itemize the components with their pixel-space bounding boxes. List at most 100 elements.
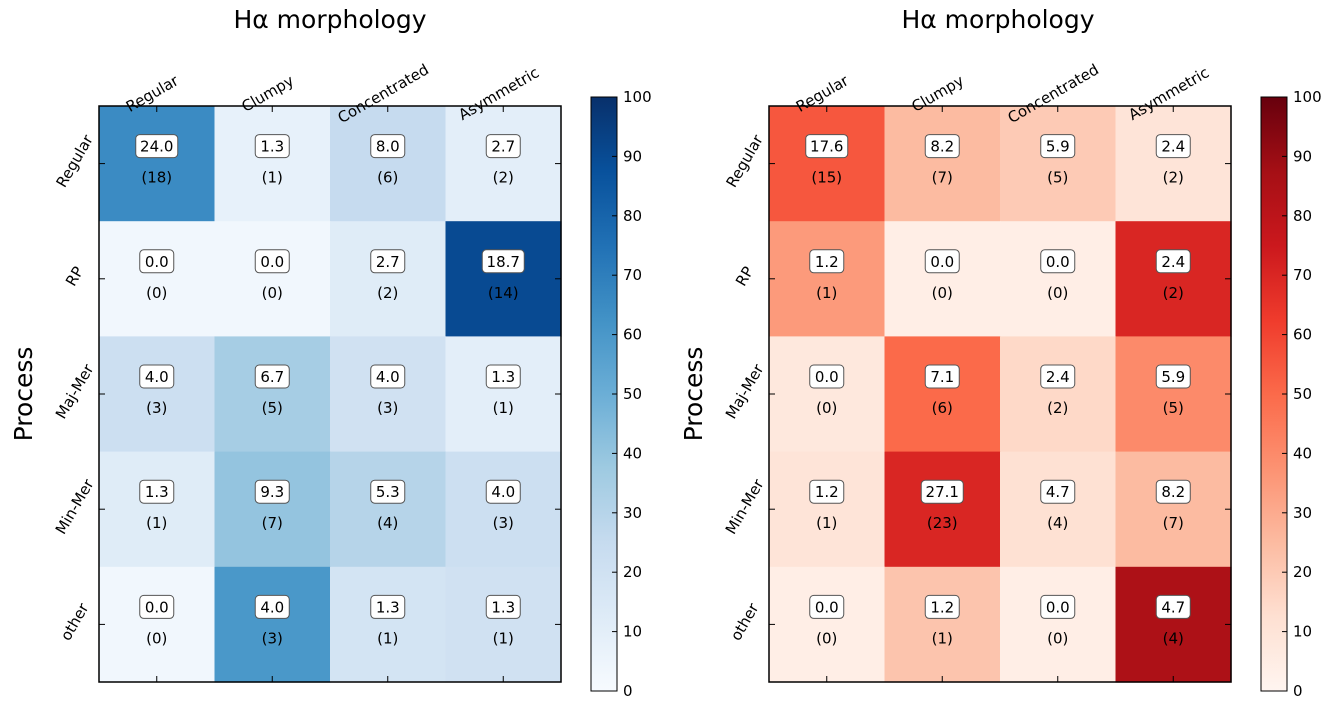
y-tick-label: Maj-Mer xyxy=(722,360,768,422)
y-tick-label: RP xyxy=(62,263,87,289)
cell-count-label: (7) xyxy=(1163,514,1184,532)
y-tick-label: RP xyxy=(732,263,757,289)
heatmap-cell xyxy=(445,336,562,453)
cell-count-label: (4) xyxy=(377,514,398,532)
cell-count-label: (0) xyxy=(262,284,283,302)
cell-value-box xyxy=(1040,249,1076,274)
cell-count-label: (1) xyxy=(262,169,283,187)
heatmap-cell xyxy=(214,566,331,683)
heatmap-cell xyxy=(884,106,1001,222)
cell-value-box xyxy=(809,479,845,504)
colorbar-tick-label: 50 xyxy=(623,385,642,403)
cell-value-label: 7.1 xyxy=(930,368,954,386)
cell-count-label: (2) xyxy=(1047,399,1068,417)
cell-value-box xyxy=(924,249,960,274)
colorbar-tick-label: 90 xyxy=(1293,147,1312,165)
heatmap-cell xyxy=(769,106,886,222)
cell-value-box xyxy=(254,364,290,389)
cell-count-label: (5) xyxy=(262,399,283,417)
cell-value-label: 24.0 xyxy=(140,138,173,156)
cell-value-label: 4.7 xyxy=(1161,598,1185,616)
cell-value-label: 4.0 xyxy=(491,483,515,501)
heatmap-cell xyxy=(769,566,886,683)
heatmap-cell xyxy=(884,566,1001,683)
cell-value-label: 18.7 xyxy=(487,253,520,271)
heatmap-cell xyxy=(1000,106,1117,222)
cell-value-label: 9.3 xyxy=(260,483,284,501)
heatmap-cell xyxy=(99,106,216,222)
cell-value-label: 5.9 xyxy=(1161,368,1185,386)
heatmap-cell xyxy=(99,566,216,683)
colorbar-tick-label: 20 xyxy=(1293,563,1312,581)
y-tick-label: Regular xyxy=(722,131,767,191)
cell-count-label: (6) xyxy=(377,169,398,187)
cell-count-label: (2) xyxy=(377,284,398,302)
heatmap-cell xyxy=(99,451,216,568)
cell-value-label: 2.4 xyxy=(1161,138,1185,156)
heatmap-cell xyxy=(1000,566,1117,683)
heatmap-cell xyxy=(214,336,331,453)
cell-value-box xyxy=(370,594,406,619)
heatmap-cell xyxy=(1115,336,1232,453)
chart-title: Hα morphology xyxy=(901,5,1094,34)
cell-value-label: 0.0 xyxy=(815,368,839,386)
cell-count-label: (1) xyxy=(816,284,837,302)
cell-count-label: (1) xyxy=(146,514,167,532)
cell-value-box xyxy=(485,364,521,389)
cell-value-label: 1.3 xyxy=(491,598,515,616)
cell-value-box xyxy=(481,249,525,274)
cell-value-box xyxy=(485,479,521,504)
heatmap-cell xyxy=(330,336,447,453)
cell-value-box xyxy=(1040,364,1076,389)
cell-value-box xyxy=(809,594,845,619)
heatmap-cell xyxy=(1115,566,1232,683)
colorbar-tick-label: 70 xyxy=(623,266,642,284)
cell-value-label: 4.0 xyxy=(260,598,284,616)
cell-value-box xyxy=(805,134,849,159)
cell-count-label: (0) xyxy=(932,284,953,302)
colorbar-tick-label: 70 xyxy=(1293,266,1312,284)
cell-value-label: 4.0 xyxy=(376,368,400,386)
y-axis-label: Process xyxy=(9,347,38,442)
cell-count-label: (1) xyxy=(493,399,514,417)
cell-count-label: (2) xyxy=(1163,284,1184,302)
cell-count-label: (5) xyxy=(1047,169,1068,187)
cell-value-label: 6.7 xyxy=(260,368,284,386)
cell-value-box xyxy=(1040,479,1076,504)
cell-value-label: 0.0 xyxy=(1046,598,1070,616)
cell-count-label: (0) xyxy=(146,629,167,647)
heatmap-cell xyxy=(99,221,216,337)
y-axis-label: Process xyxy=(679,347,708,442)
cell-value-label: 5.9 xyxy=(1046,138,1070,156)
heatmap-cell xyxy=(445,451,562,568)
cell-count-label: (4) xyxy=(1047,514,1068,532)
heatmap-cell xyxy=(445,566,562,683)
heatmap-cell xyxy=(769,221,886,337)
colorbar-tick-label: 60 xyxy=(623,326,642,344)
colorbar-tick-label: 20 xyxy=(623,563,642,581)
cell-count-label: (1) xyxy=(377,629,398,647)
cell-value-box xyxy=(370,364,406,389)
cell-value-label: 1.3 xyxy=(260,138,284,156)
cell-value-box xyxy=(809,249,845,274)
cell-value-box xyxy=(1155,134,1191,159)
colorbar-tick-label: 80 xyxy=(623,207,642,225)
heatmap-cell xyxy=(214,106,331,222)
cell-value-label: 2.7 xyxy=(376,253,400,271)
cell-value-label: 8.0 xyxy=(376,138,400,156)
cell-count-label: (14) xyxy=(488,284,519,302)
cell-count-label: (3) xyxy=(146,399,167,417)
heatmap-cell xyxy=(884,336,1001,453)
cell-value-label: 1.2 xyxy=(815,483,839,501)
y-tick-label: Min-Mer xyxy=(722,475,768,537)
heatmap-cell xyxy=(330,106,447,222)
cell-value-label: 1.2 xyxy=(930,598,954,616)
cell-value-label: 4.7 xyxy=(1046,483,1070,501)
cell-value-label: 17.6 xyxy=(810,138,843,156)
cell-value-label: 1.3 xyxy=(376,598,400,616)
heatmap-cell xyxy=(99,336,216,453)
cell-value-box xyxy=(370,479,406,504)
cell-value-box xyxy=(809,364,845,389)
heatmap-cell xyxy=(1000,336,1117,453)
